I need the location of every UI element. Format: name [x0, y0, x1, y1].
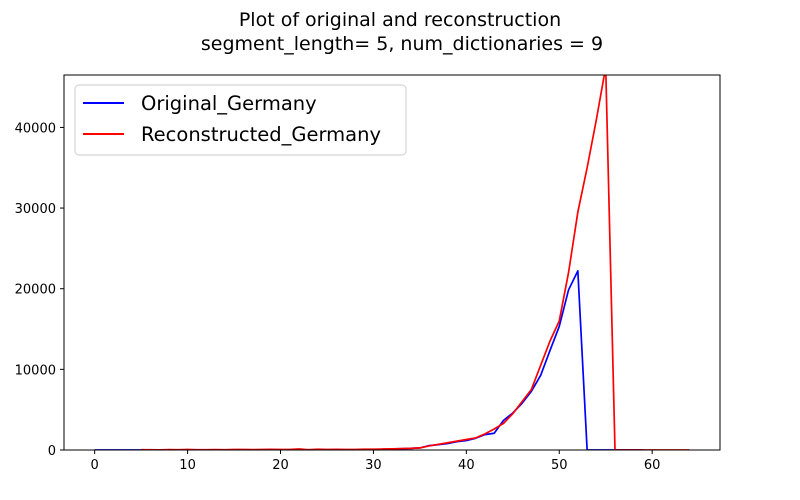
- x-tick-label: 20: [272, 458, 289, 473]
- x-tick-label: 40: [458, 458, 475, 473]
- legend-box: [74, 84, 407, 156]
- y-tick-label: 10000: [15, 363, 56, 378]
- chart-subtitle: segment_length= 5, num_dictionaries = 9: [201, 33, 603, 55]
- legend: Original_Germany Reconstructed_Germany: [74, 84, 407, 156]
- plot-frame: [63, 74, 721, 451]
- y-tick-label: 40000: [15, 121, 56, 136]
- series-line-original-germany: [94, 270, 643, 450]
- x-tick-label: 0: [91, 458, 99, 473]
- legend-label-original: Original_Germany: [141, 92, 317, 115]
- y-tick-label: 20000: [15, 283, 56, 298]
- y-tick-label: 30000: [15, 202, 56, 217]
- x-tick-label: 60: [644, 458, 661, 473]
- y-tick-label: 0: [48, 444, 56, 459]
- x-tick-label: 30: [365, 458, 382, 473]
- x-tick-label: 10: [179, 458, 196, 473]
- x-tick-label: 50: [551, 458, 568, 473]
- chart-title: Plot of original and reconstruction: [239, 9, 561, 31]
- x-axis: 0 10 20 30 40 50 60: [91, 450, 661, 473]
- y-axis: 0 10000 20000 30000 40000: [15, 121, 64, 459]
- legend-label-reconstructed: Reconstructed_Germany: [141, 123, 381, 146]
